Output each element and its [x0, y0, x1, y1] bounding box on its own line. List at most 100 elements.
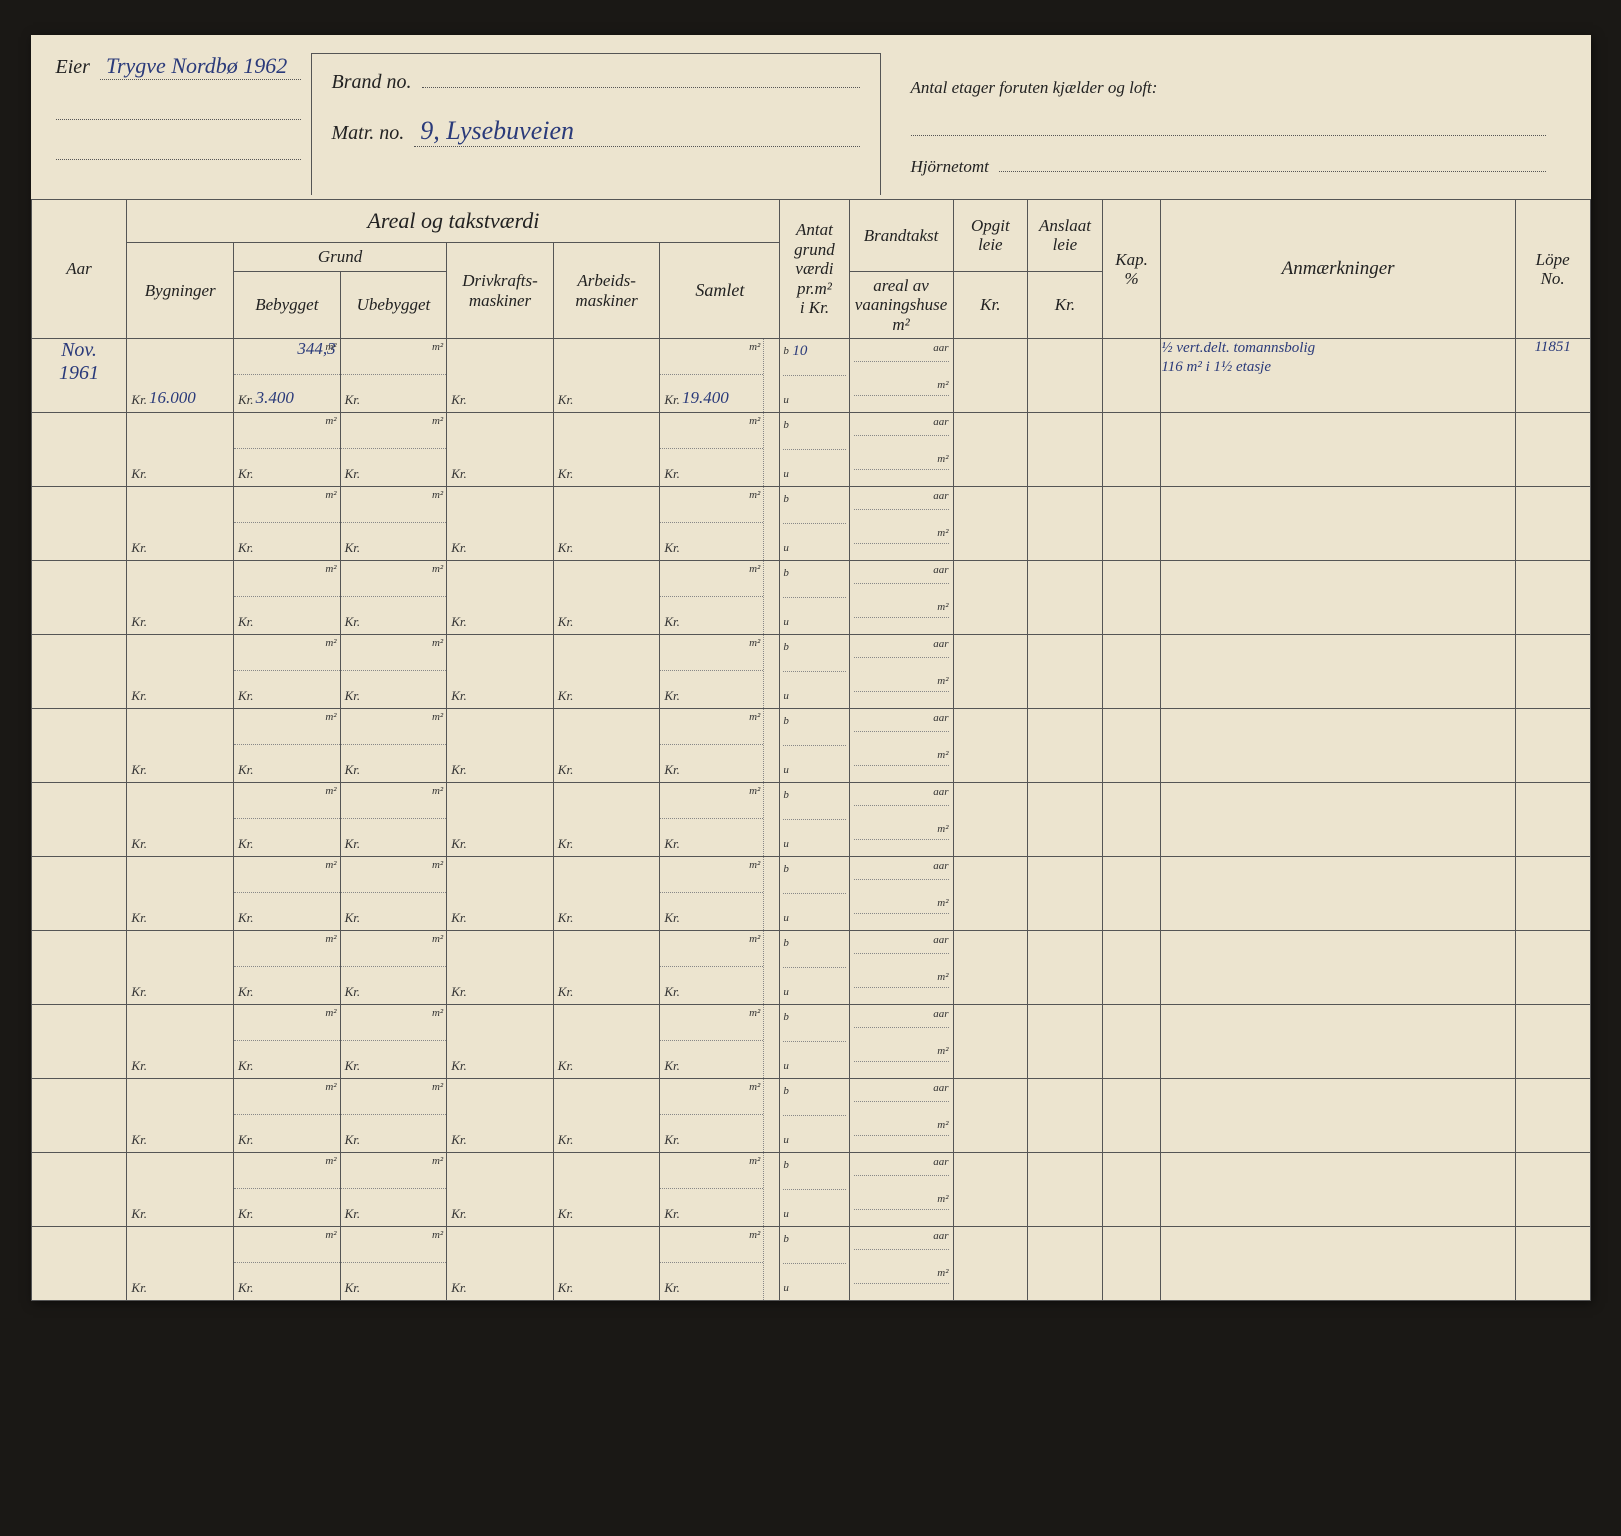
cell-aar [31, 1227, 127, 1301]
table-body: Nov.1961Kr.16.000344,3m²Kr.3.400m²Kr.Kr.… [31, 339, 1590, 1301]
cell-samlet: m² Kr. [660, 931, 780, 1005]
cell-antal: b u [780, 413, 849, 487]
cell-driv: Kr. [447, 487, 554, 561]
cell-brandtakst: aarm² [849, 857, 953, 931]
cell-anm [1161, 783, 1515, 857]
eier-label: Eier [56, 56, 90, 79]
cell-brandtakst: aarm² [849, 339, 953, 413]
th-driv-text: Drivkrafts- maskiner [462, 271, 538, 310]
cell-anm [1161, 1005, 1515, 1079]
ledger-table: Aar Areal og takstværdi Antat grund værd… [31, 199, 1591, 1301]
cell-samlet: m² Kr. [660, 857, 780, 931]
cell-anm [1161, 1079, 1515, 1153]
eier-line3 [56, 138, 301, 160]
cell-ubeb: m²Kr. [340, 857, 447, 931]
cell-kap [1102, 1005, 1161, 1079]
cell-anslaat [1028, 857, 1103, 931]
cell-driv: Kr. [447, 857, 554, 931]
cell-antal: b u [780, 487, 849, 561]
th-kap: Kap. % [1102, 200, 1161, 339]
cell-antal: b u [780, 783, 849, 857]
th-bygn: Bygninger [127, 243, 234, 339]
etager-line [911, 116, 1546, 136]
cell-ubeb: m²Kr. [340, 561, 447, 635]
cell-arb: Kr. [553, 1005, 660, 1079]
cell-antal: b u [780, 709, 849, 783]
cell-arb: Kr. [553, 931, 660, 1005]
cell-opgit [953, 857, 1028, 931]
cell-lope [1515, 1005, 1590, 1079]
cell-antal: b 10 u [780, 339, 849, 413]
matrno-value: 9, Lysebuveien [414, 116, 859, 147]
cell-kap [1102, 1227, 1161, 1301]
cell-samlet: m² Kr. [660, 635, 780, 709]
cell-opgit [953, 487, 1028, 561]
cell-aar: Nov.1961 [31, 339, 127, 413]
cell-anm [1161, 1153, 1515, 1227]
cell-ubeb: m²Kr. [340, 1153, 447, 1227]
cell-anslaat [1028, 635, 1103, 709]
cell-brandtakst: aarm² [849, 709, 953, 783]
cell-anslaat [1028, 1005, 1103, 1079]
cell-aar [31, 1005, 127, 1079]
cell-anslaat [1028, 1079, 1103, 1153]
table-row: Kr.m²Kr.m²Kr.Kr.Kr.m² Kr. b uaarm² [31, 931, 1590, 1005]
th-brand-sub: areal av vaaningshuse m² [849, 271, 953, 339]
table-row: Kr.m²Kr.m²Kr.Kr.Kr.m² Kr. b uaarm² [31, 1005, 1590, 1079]
cell-beby: m²Kr. [234, 931, 341, 1005]
cell-opgit [953, 1153, 1028, 1227]
cell-opgit [953, 635, 1028, 709]
table-row: Kr.m²Kr.m²Kr.Kr.Kr.m² Kr. b uaarm² [31, 487, 1590, 561]
cell-kap [1102, 1079, 1161, 1153]
cell-arb: Kr. [553, 561, 660, 635]
cell-anslaat [1028, 783, 1103, 857]
cell-anslaat [1028, 413, 1103, 487]
cell-lope: 11851 [1515, 339, 1590, 413]
cell-arb: Kr. [553, 487, 660, 561]
cell-lope [1515, 413, 1590, 487]
cell-arb: Kr. [553, 709, 660, 783]
cell-aar [31, 413, 127, 487]
cell-beby: 344,3m²Kr.3.400 [234, 339, 341, 413]
th-kap-text: Kap. % [1115, 250, 1148, 289]
cell-kap [1102, 857, 1161, 931]
cell-bygn: Kr. [127, 783, 234, 857]
cell-opgit [953, 1005, 1028, 1079]
th-ubeb: Ubebygget [340, 271, 447, 339]
cell-lope [1515, 931, 1590, 1005]
cell-beby: m²Kr. [234, 561, 341, 635]
cell-samlet: m² Kr. [660, 1153, 780, 1227]
cell-beby: m²Kr. [234, 413, 341, 487]
cell-antal: b u [780, 931, 849, 1005]
cell-anm [1161, 487, 1515, 561]
cell-aar [31, 635, 127, 709]
cell-arb: Kr. [553, 1153, 660, 1227]
th-brand-sub-text: areal av vaaningshuse m² [855, 276, 948, 334]
cell-arb: Kr. [553, 857, 660, 931]
cell-lope [1515, 709, 1590, 783]
cell-opgit [953, 1227, 1028, 1301]
th-arb-text: Arbeids- maskiner [575, 271, 637, 310]
table-row: Kr.m²Kr.m²Kr.Kr.Kr.m² Kr. b uaarm² [31, 413, 1590, 487]
cell-ubeb: m²Kr. [340, 1005, 447, 1079]
th-saml: Samlet [660, 243, 780, 339]
cell-beby: m²Kr. [234, 709, 341, 783]
header-col-matr: Brand no. Matr. no. 9, Lysebuveien [311, 53, 881, 195]
cell-bygn: Kr. [127, 1153, 234, 1227]
cell-anm: ½ vert.delt. tomannsbolig 116 m² i 1½ et… [1161, 339, 1515, 413]
cell-ubeb: m²Kr. [340, 413, 447, 487]
cell-brandtakst: aarm² [849, 1005, 953, 1079]
table-head: Aar Areal og takstværdi Antat grund værd… [31, 200, 1590, 339]
cell-ubeb: m²Kr. [340, 1079, 447, 1153]
cell-bygn: Kr. [127, 709, 234, 783]
cell-bygn: Kr. [127, 931, 234, 1005]
cell-bygn: Kr. [127, 635, 234, 709]
brandno-value [422, 66, 860, 88]
cell-kap [1102, 413, 1161, 487]
cell-antal: b u [780, 1227, 849, 1301]
cell-anslaat [1028, 561, 1103, 635]
th-anm: Anmærkninger [1161, 200, 1515, 339]
cell-opgit [953, 783, 1028, 857]
cell-aar [31, 783, 127, 857]
cell-aar [31, 931, 127, 1005]
